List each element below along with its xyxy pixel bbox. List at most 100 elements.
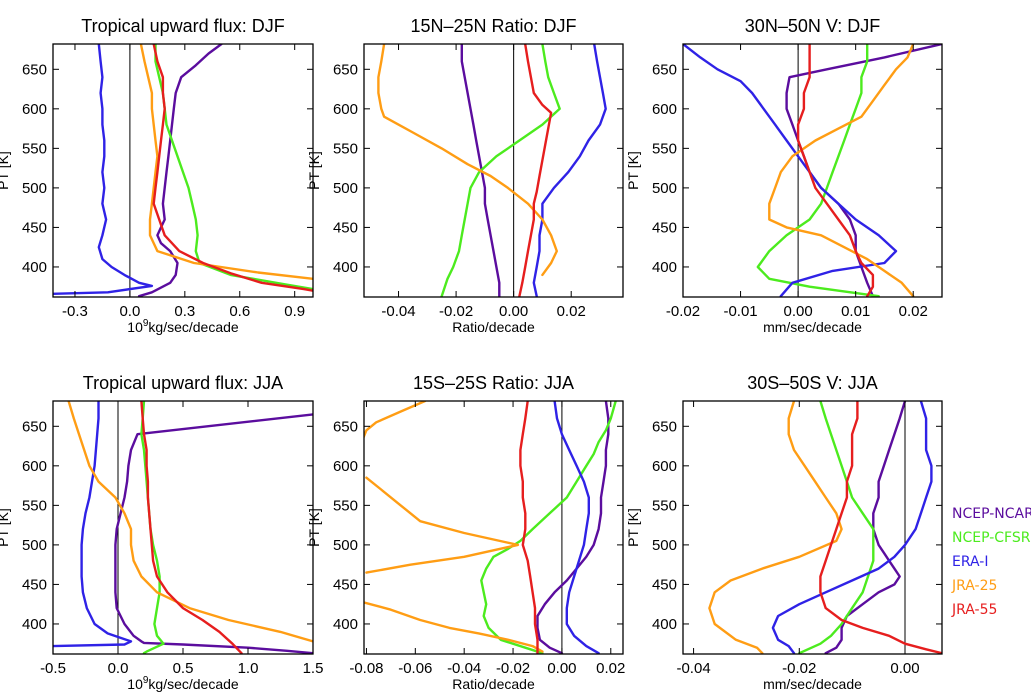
x-tick-label: 0.02 (596, 660, 625, 677)
y-tick-label: 650 (652, 418, 677, 435)
x-tick-label: 1.0 (238, 660, 259, 677)
x-tick-label: 0.3 (174, 303, 195, 320)
y-axis-label: PT [K] (0, 508, 11, 547)
series-ncep-cfsr (480, 401, 617, 654)
y-tick-label: 550 (22, 140, 47, 157)
y-tick-label: 650 (652, 61, 677, 78)
y-tick-label: 600 (652, 101, 677, 118)
legend-item: NCEP-CFSR (952, 530, 1031, 546)
x-axis-label: Ratio/decade (452, 676, 535, 692)
panel-title: 15S–25S Ratio: JJA (413, 373, 574, 393)
x-axis-label: mm/sec/decade (763, 319, 862, 335)
panel-title: 30N–50N V: DJF (745, 16, 880, 36)
y-tick-label: 450 (652, 219, 677, 236)
panel-5: 400 450 500 550 600 650 -0.08 -0.06 -0.04 -0.02 0.… (306, 373, 625, 692)
y-axis-label: PT [K] (625, 151, 641, 190)
x-tick-label: 0.5 (173, 660, 194, 677)
series-ncep-cfsr (756, 44, 880, 297)
y-tick-label: 600 (333, 101, 358, 118)
y-tick-label: 550 (652, 140, 677, 157)
series-jra-25 (768, 44, 915, 297)
x-tick-label: 0.0 (119, 303, 140, 320)
x-axis-label: mm/sec/decade (763, 676, 862, 692)
series-ncep-ncar (137, 44, 223, 297)
y-axis-label: PT [K] (0, 151, 11, 190)
legend-item: ERA-I (952, 554, 988, 570)
panel-title: Tropical upward flux: JJA (83, 373, 283, 393)
y-tick-label: 500 (652, 537, 677, 554)
y-tick-label: 500 (22, 537, 47, 554)
y-tick-label: 400 (652, 259, 677, 276)
series-era-i (553, 401, 600, 654)
x-tick-label: 0.01 (841, 303, 870, 320)
series-jra-25 (365, 476, 520, 574)
series-era-i (771, 401, 933, 654)
x-axis-label: Ratio/decade (452, 319, 535, 335)
series-jra-25 (67, 401, 313, 643)
x-tick-label: -0.04 (676, 660, 710, 677)
series-jra-55 (518, 44, 553, 297)
y-tick-label: 600 (333, 458, 358, 475)
panel-6: 400 450 500 550 600 650 -0.04 -0.02 0.00 30S–50S … (625, 373, 943, 692)
x-tick-label: 0.00 (784, 303, 813, 320)
y-tick-label: 400 (333, 259, 358, 276)
plot-frame (682, 400, 943, 655)
series-jra-25 (364, 601, 544, 653)
series-ncep-cfsr (798, 401, 875, 654)
legend-item: JRA-25 (951, 578, 997, 594)
series-jra-55 (140, 401, 243, 654)
y-tick-label: 600 (22, 101, 47, 118)
y-tick-label: 650 (333, 61, 358, 78)
y-tick-label: 450 (22, 219, 47, 236)
series-jra-25 (364, 401, 427, 440)
panel-2: 400 450 500 550 600 650 -0.04 -0.02 0.00 0.02 15N–… (306, 16, 624, 335)
x-tick-label: -0.06 (398, 660, 432, 677)
x-tick-label: 0.00 (499, 303, 528, 320)
y-tick-label: 550 (22, 497, 47, 514)
y-tick-label: 500 (652, 180, 677, 197)
x-tick-label: 0.02 (557, 303, 586, 320)
x-tick-label: -0.5 (40, 660, 66, 677)
y-tick-label: 400 (22, 616, 47, 633)
plot-frame (52, 43, 314, 298)
y-tick-label: 450 (333, 576, 358, 593)
series-ncep-cfsr (140, 401, 165, 654)
y-tick-label: 650 (22, 418, 47, 435)
y-tick-label: 650 (22, 61, 47, 78)
y-tick-label: 500 (333, 537, 358, 554)
series-jra-55 (519, 401, 539, 654)
x-tick-label: -0.02 (439, 303, 473, 320)
y-tick-label: 550 (333, 140, 358, 157)
x-axis-label: 109kg/sec/decade (127, 675, 239, 692)
x-tick-label: -0.02 (666, 303, 700, 320)
series-jra-55 (819, 401, 942, 654)
x-tick-label: 0.9 (284, 303, 305, 320)
x-tick-label: -0.04 (381, 303, 415, 320)
y-tick-label: 400 (22, 259, 47, 276)
x-tick-label: 0.00 (890, 660, 919, 677)
series-jra-25 (377, 44, 558, 277)
panel-title: 30S–50S V: JJA (747, 373, 877, 393)
y-axis-label: PT [K] (306, 151, 322, 190)
y-tick-label: 600 (652, 458, 677, 475)
x-tick-label: 0.00 (547, 660, 576, 677)
x-tick-label: 0.6 (229, 303, 250, 320)
series-ncep-ncar (536, 401, 610, 654)
x-tick-label: 0.0 (108, 660, 129, 677)
series-jra-25 (708, 401, 843, 654)
y-tick-label: 500 (333, 180, 358, 197)
series-era-i (532, 44, 607, 297)
series-jra-55 (152, 44, 313, 292)
plot-frame (682, 43, 943, 298)
y-tick-label: 550 (652, 497, 677, 514)
y-tick-label: 550 (333, 497, 358, 514)
x-tick-label: -0.04 (447, 660, 481, 677)
panel-4: 400 450 500 550 600 650 -0.5 0.0 0.5 1.0 1.5 Tropic… (0, 373, 323, 692)
y-axis-label: PT [K] (625, 508, 641, 547)
panel-title: Tropical upward flux: DJF (81, 16, 284, 36)
series-era-i (53, 44, 154, 295)
x-tick-label: -0.3 (62, 303, 88, 320)
x-tick-label: -0.01 (723, 303, 757, 320)
x-tick-label: 1.5 (303, 660, 324, 677)
